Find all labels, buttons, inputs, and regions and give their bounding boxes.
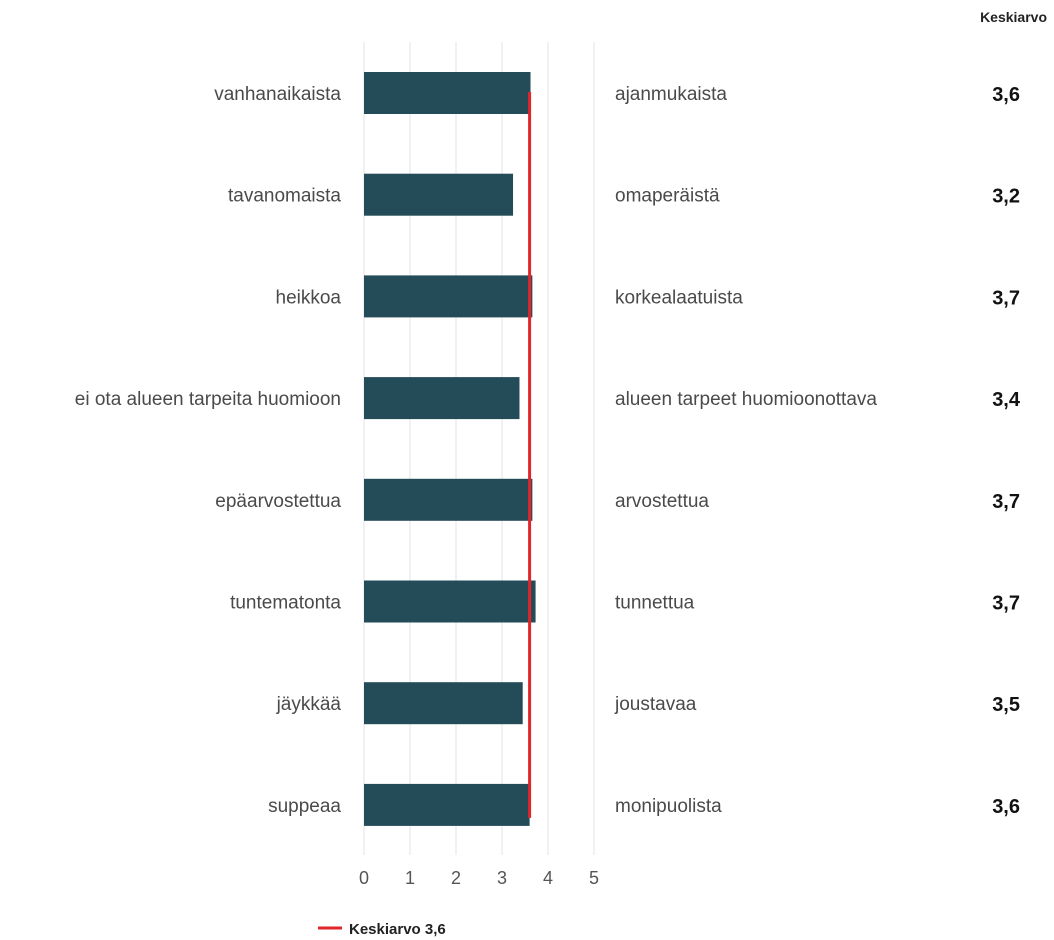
left-pole-label: tavanomaista xyxy=(228,186,341,207)
bar xyxy=(364,682,523,725)
left-pole-label: vanhanaikaista xyxy=(214,84,341,105)
average-value-label: 3,7 xyxy=(992,491,1020,513)
labels: 0 1 2 3 4 5 vanhanaikaista ajanmukaista 3,6 tavan… xyxy=(75,84,1021,888)
legend: Keskiarvo 3,6 xyxy=(318,921,446,938)
bar xyxy=(364,377,520,420)
x-tick-label: 5 xyxy=(589,868,599,888)
right-pole-label: alueen tarpeet huomioonottava xyxy=(615,389,877,410)
right-pole-label: omaperäistä xyxy=(615,186,720,207)
x-tick-label: 3 xyxy=(497,868,507,888)
right-pole-label: arvostettua xyxy=(615,491,709,512)
legend-average-label: Keskiarvo 3,6 xyxy=(349,921,446,938)
average-value-label: 3,4 xyxy=(992,389,1021,411)
x-tick-label: 2 xyxy=(451,868,461,888)
bar xyxy=(364,478,533,521)
average-value-label: 3,2 xyxy=(992,186,1020,208)
left-pole-label: ei ota alueen tarpeita huomioon xyxy=(75,389,341,410)
bar xyxy=(364,783,530,826)
left-pole-label: epäarvostettua xyxy=(215,491,341,512)
average-column-header: Keskiarvo xyxy=(980,9,1047,25)
right-pole-label: joustavaa xyxy=(614,694,697,715)
right-pole-label: tunnettua xyxy=(615,593,695,614)
bars xyxy=(364,72,536,826)
right-pole-label: ajanmukaista xyxy=(615,84,727,105)
average-value-label: 3,7 xyxy=(992,287,1020,309)
right-pole-label: korkealaatuista xyxy=(615,287,743,308)
x-tick-label: 1 xyxy=(405,868,415,888)
bar xyxy=(364,173,514,216)
left-pole-label: tuntematonta xyxy=(230,593,341,614)
right-pole-label: monipuolista xyxy=(615,796,722,817)
x-tick-label: 0 xyxy=(359,868,369,888)
bar xyxy=(364,580,536,623)
bar xyxy=(364,275,533,318)
bar xyxy=(364,72,531,114)
average-value-label: 3,5 xyxy=(992,694,1020,716)
left-pole-label: suppeaa xyxy=(268,796,341,817)
average-value-label: 3,7 xyxy=(992,593,1020,615)
average-value-label: 3,6 xyxy=(992,84,1020,106)
gridlines xyxy=(363,42,595,855)
left-pole-label: jäykkää xyxy=(276,694,342,715)
average-value-label: 3,6 xyxy=(992,796,1020,818)
x-tick-label: 4 xyxy=(543,868,553,888)
left-pole-label: heikkoa xyxy=(276,287,342,308)
